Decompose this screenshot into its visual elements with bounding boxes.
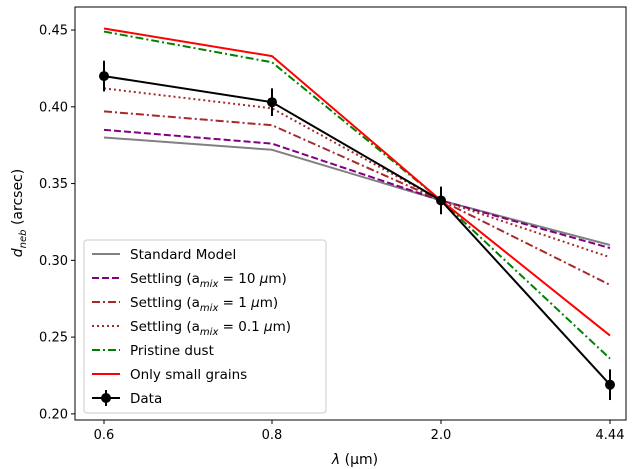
series-line <box>103 87 611 259</box>
legend-label-part: m) <box>273 319 291 335</box>
x-tick-label: 0.8 <box>262 428 283 443</box>
legend-label-part: = 10 <box>218 271 259 287</box>
legend-label-part: Only small grains <box>130 367 247 383</box>
legend-label-part: Data <box>130 391 162 407</box>
y-tick-label: 0.30 <box>39 254 68 269</box>
legend-label-part: μ <box>263 319 273 335</box>
legend-box <box>83 239 327 414</box>
x-axis-label-unit: (μm) <box>340 452 378 468</box>
y-axis-label-base: d <box>10 248 26 257</box>
legend-label-part: m) <box>268 271 286 287</box>
x-axis-label-symbol: λ <box>331 452 340 468</box>
x-tick-label: 2.0 <box>431 428 452 443</box>
y-axis-label-unit: (arcsec) <box>10 169 26 230</box>
legend-label-part: Settling (a <box>130 271 200 287</box>
legend-label-part: μ <box>259 271 269 287</box>
series-layer <box>99 27 615 401</box>
series-line <box>103 110 611 286</box>
x-tick-label: 0.6 <box>94 428 115 443</box>
series-line <box>103 27 611 337</box>
y-tick-label: 0.45 <box>39 24 68 39</box>
legend-label-part: mix <box>200 279 219 290</box>
legend-label: Settling (amix = 10 μm) <box>130 271 287 290</box>
y-axis-label: dneb (arcsec) <box>10 169 29 257</box>
y-axis-label-sub: neb <box>18 229 29 248</box>
legend-label-part: μ <box>250 295 260 311</box>
legend-label: Standard Model <box>130 247 236 263</box>
legend-label-part: = 1 <box>218 295 251 311</box>
y-tick-label: 0.40 <box>39 100 68 115</box>
legend-label-part: = 0.1 <box>218 319 264 335</box>
legend-label-part: Settling (a <box>130 295 200 311</box>
legend-label-part: m) <box>260 295 278 311</box>
plot-frame <box>74 6 627 421</box>
legend-label: Data <box>130 391 162 407</box>
legend-label: Pristine dust <box>130 343 214 359</box>
series-line <box>103 75 611 386</box>
data-point <box>267 97 277 108</box>
legend-label: Settling (amix = 0.1 μm) <box>130 319 291 338</box>
legend-label-part: Pristine dust <box>130 343 214 359</box>
legend-label: Only small grains <box>130 367 247 383</box>
data-point <box>99 71 109 82</box>
axes-layer: 0.20 0.25 0.30 0.35 0.40 0.45 0.6 0.8 2.0 4.44 <box>39 24 624 443</box>
legend-label-part: mix <box>200 303 219 314</box>
y-tick-label: 0.35 <box>39 177 68 192</box>
series-line <box>103 30 611 360</box>
data-point <box>605 379 615 390</box>
x-tick-label: 4.44 <box>596 428 625 443</box>
legend-label-part: Settling (a <box>130 319 200 335</box>
legend-label-part: mix <box>200 327 219 338</box>
legend-label-part: Standard Model <box>130 247 236 263</box>
y-tick-label: 0.20 <box>39 407 68 422</box>
x-axis-label: λ (μm) <box>331 452 378 468</box>
series-line <box>103 128 611 250</box>
series-line <box>103 136 611 246</box>
data-point <box>436 195 446 206</box>
legend-marker <box>101 393 111 403</box>
legend-label: Settling (amix = 1 μm) <box>130 295 278 314</box>
y-tick-label: 0.25 <box>39 331 68 346</box>
